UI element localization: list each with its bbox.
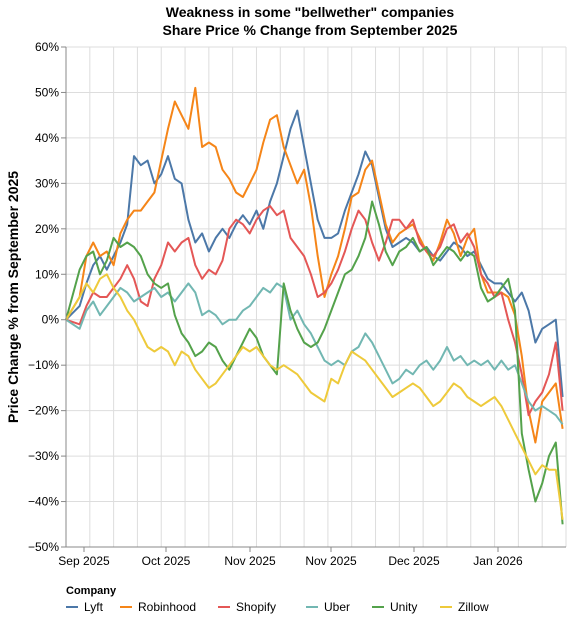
series-lines bbox=[65, 86, 564, 525]
y-tick-label: 0% bbox=[42, 313, 60, 327]
x-tick-label: Oct 2025 bbox=[142, 554, 191, 568]
y-tick-label: −20% bbox=[28, 404, 59, 418]
chart-title: Weakness in some "bellwether" companies bbox=[166, 4, 455, 20]
legend-item-zillow: Zillow bbox=[440, 600, 489, 614]
legend-label: Uber bbox=[324, 600, 350, 614]
y-tick-label: 40% bbox=[35, 131, 59, 145]
legend-item-shopify: Shopify bbox=[218, 600, 276, 614]
series-line-unity bbox=[65, 200, 564, 525]
legend-title: Company bbox=[66, 585, 117, 597]
series-line-uber bbox=[65, 282, 564, 425]
y-tick-label: −10% bbox=[28, 358, 59, 372]
x-tick-label: Sep 2025 bbox=[58, 554, 110, 568]
series-line-zillow bbox=[65, 273, 564, 520]
y-tick-label: 10% bbox=[35, 267, 59, 281]
y-tick-label: 50% bbox=[35, 85, 59, 99]
axes: −50% −40% −30% −20% −10% 0% 10% 20% 30% 40% 50% 60%… bbox=[28, 40, 566, 568]
y-tick-label: −50% bbox=[28, 540, 59, 554]
legend-label: Shopify bbox=[236, 600, 276, 614]
chart-subtitle: Share Price % Change from September 2025 bbox=[163, 22, 458, 38]
legend-item-robinhood: Robinhood bbox=[120, 600, 196, 614]
legend-item-lyft: Lyft bbox=[66, 600, 104, 614]
x-tick-label: Jan 2026 bbox=[473, 554, 523, 568]
series-line-lyft bbox=[65, 109, 564, 398]
legend-label: Unity bbox=[390, 600, 417, 614]
y-tick-label: 30% bbox=[35, 176, 59, 190]
y-tick-label: 20% bbox=[35, 222, 59, 236]
legend: Lyft Robinhood Shopify Uber Unity Zillow bbox=[66, 600, 489, 614]
y-tick-label: 60% bbox=[35, 40, 59, 54]
y-tick-label: −30% bbox=[28, 449, 59, 463]
legend-item-uber: Uber bbox=[306, 600, 350, 614]
legend-label: Robinhood bbox=[138, 600, 196, 614]
legend-label: Lyft bbox=[84, 600, 104, 614]
series-line-shopify bbox=[65, 205, 564, 417]
x-tick-label: Nov 2025 bbox=[305, 554, 357, 568]
legend-label: Zillow bbox=[458, 600, 489, 614]
x-tick-label: Nov 2025 bbox=[224, 554, 276, 568]
y-tick-label: −40% bbox=[28, 495, 59, 509]
legend-item-unity: Unity bbox=[372, 600, 417, 614]
x-tick-label: Dec 2025 bbox=[388, 554, 440, 568]
y-axis-title: Price Change % from September 2025 bbox=[5, 171, 21, 423]
